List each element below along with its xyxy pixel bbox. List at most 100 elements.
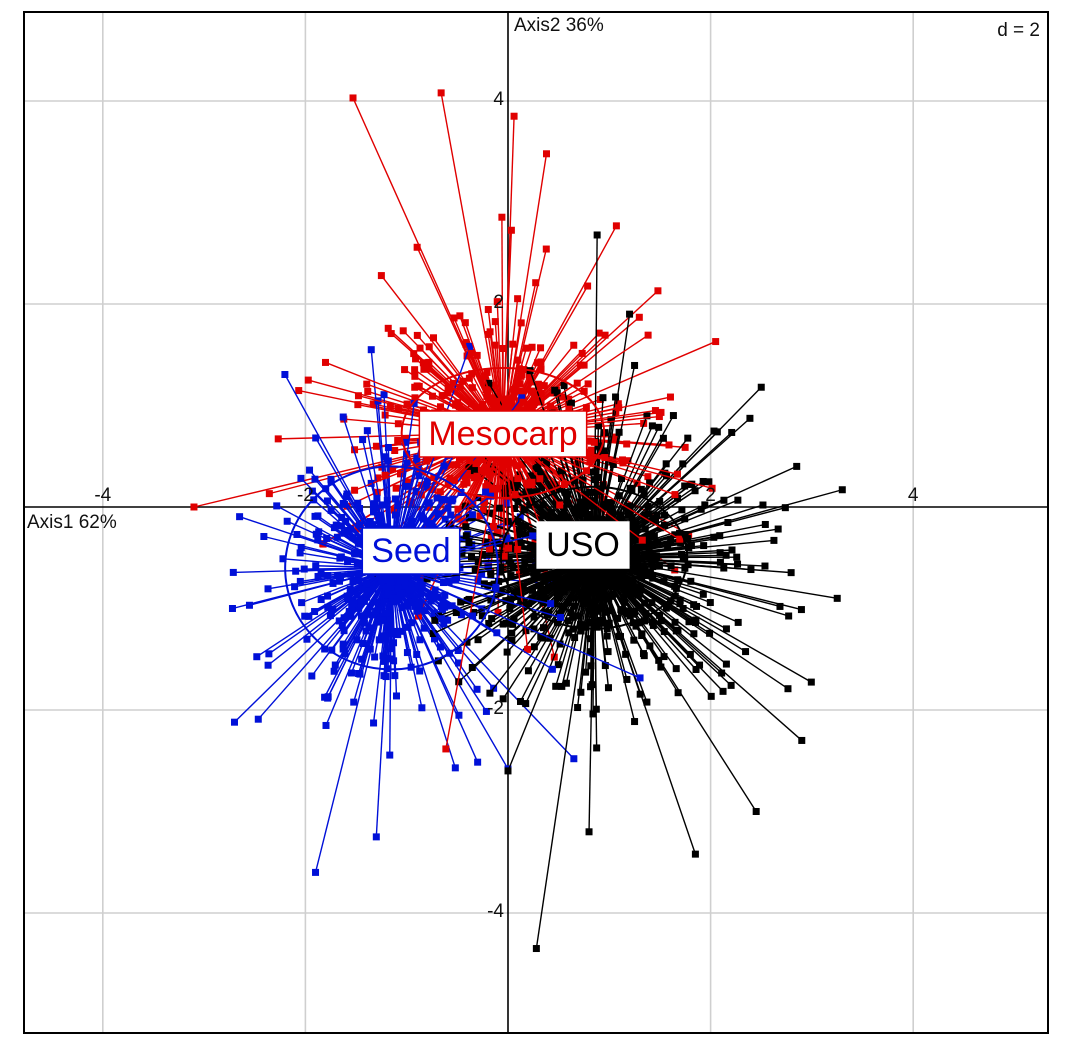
point-marker [530, 643, 538, 651]
point-marker [407, 586, 415, 594]
point-marker [558, 682, 566, 690]
point-marker [636, 619, 644, 627]
point-marker [564, 490, 572, 498]
point-marker [620, 585, 628, 593]
point-marker [761, 562, 769, 570]
point-marker [410, 399, 418, 407]
point-marker [601, 503, 609, 511]
y-tick-label: 2 [493, 292, 504, 313]
point-marker [526, 472, 534, 480]
point-marker [354, 401, 362, 409]
point-marker [580, 387, 588, 395]
point-marker [624, 457, 632, 465]
point-marker [528, 478, 536, 486]
point-marker [716, 532, 724, 540]
point-marker [391, 495, 399, 503]
point-marker [643, 698, 651, 706]
point-marker [622, 590, 630, 598]
point-marker [600, 447, 608, 455]
point-marker [353, 636, 361, 644]
point-marker [660, 653, 668, 661]
point-marker [462, 532, 470, 540]
y-tick-label: 4 [493, 89, 504, 110]
point-marker [441, 496, 449, 504]
point-marker [560, 587, 568, 595]
point-marker [520, 566, 528, 574]
point-marker [372, 442, 380, 450]
point-marker [607, 500, 615, 508]
point-marker [326, 612, 334, 620]
point-marker [601, 454, 609, 462]
ellipse-mesocarp [400, 366, 606, 499]
point-marker [420, 365, 428, 373]
point-marker [390, 639, 398, 647]
point-marker [631, 608, 639, 616]
point-marker [485, 563, 493, 571]
point-marker [614, 614, 622, 622]
point-marker [418, 580, 426, 588]
point-marker [399, 327, 407, 335]
point-marker [524, 600, 532, 608]
point-marker [327, 478, 335, 486]
point-marker [343, 528, 351, 536]
point-marker [605, 595, 613, 603]
point-marker [505, 544, 513, 552]
point-marker [674, 576, 682, 584]
point-marker [311, 475, 319, 483]
point-marker [466, 342, 474, 350]
point-marker [508, 636, 516, 644]
point-marker [462, 523, 470, 531]
point-marker [481, 498, 489, 506]
point-marker [527, 375, 535, 383]
point-marker [430, 474, 438, 482]
point-marker [638, 573, 646, 581]
point-marker [349, 578, 357, 586]
point-marker [589, 610, 597, 618]
x-tick-label: 2 [705, 485, 716, 506]
point-marker [347, 669, 355, 677]
tick-labels: -4 -2 2 4 4 2 -2 -4 [94, 89, 919, 922]
point-marker [593, 623, 601, 631]
point-marker [501, 401, 509, 409]
point-marker [346, 585, 354, 593]
point-marker [678, 550, 686, 558]
point-marker [600, 567, 608, 575]
point-marker [655, 562, 663, 570]
point-marker [504, 460, 512, 468]
point-marker [681, 482, 689, 490]
point-marker [452, 609, 460, 617]
point-marker [413, 650, 421, 658]
point-marker [645, 510, 653, 518]
point-marker [661, 521, 669, 529]
point-marker [396, 577, 404, 585]
point-marker [503, 395, 511, 403]
point-marker [463, 596, 471, 604]
point-marker [676, 535, 684, 543]
point-marker [394, 405, 402, 413]
point-marker [413, 454, 421, 462]
point-marker [253, 653, 261, 661]
point-marker [260, 533, 268, 541]
point-marker [482, 463, 490, 471]
point-marker [591, 605, 599, 613]
point-marker [497, 564, 505, 572]
point-marker [375, 603, 383, 611]
point-marker [537, 585, 545, 593]
point-marker [628, 581, 636, 589]
point-marker [722, 660, 730, 668]
point-marker [315, 528, 323, 536]
point-marker [515, 471, 523, 479]
point-marker [357, 612, 365, 620]
point-marker [641, 617, 649, 625]
point-marker [551, 600, 559, 608]
point-marker [514, 475, 522, 483]
point-marker [644, 535, 652, 543]
point-marker [390, 657, 398, 665]
point-marker [348, 601, 356, 609]
point-marker [487, 492, 495, 500]
segment [391, 567, 641, 679]
point-marker [640, 652, 648, 660]
point-marker [552, 682, 560, 690]
segment [593, 557, 697, 855]
point-marker [601, 591, 609, 599]
